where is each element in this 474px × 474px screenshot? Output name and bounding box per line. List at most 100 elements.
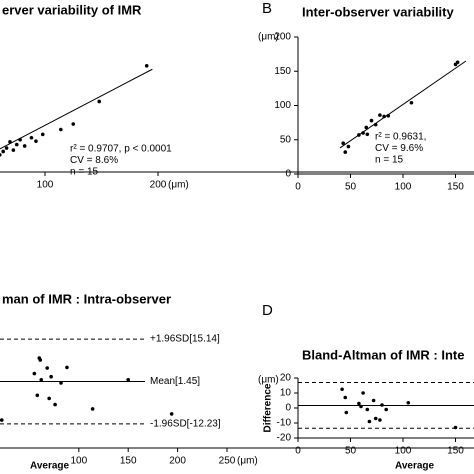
point	[59, 381, 63, 385]
y-tick-label: 200	[274, 32, 291, 43]
x-tick-label: 100	[395, 446, 412, 457]
point	[344, 410, 349, 415]
annotation: n = 15	[70, 167, 99, 178]
annotation: r² = 0.9631,	[375, 132, 426, 143]
point	[365, 132, 370, 137]
point	[380, 403, 384, 407]
point	[38, 358, 43, 362]
point	[0, 418, 4, 422]
point	[0, 153, 2, 157]
point	[361, 391, 365, 395]
point	[49, 374, 53, 379]
point	[378, 418, 382, 422]
x-tick-label: 200	[169, 456, 186, 467]
x-tick-label: 0	[295, 182, 301, 193]
point	[343, 395, 348, 400]
x-tick-label: 50	[345, 446, 357, 457]
point	[18, 138, 22, 142]
y-tick-label: 0	[285, 403, 291, 414]
point	[373, 122, 378, 127]
point	[169, 412, 174, 416]
x-label: Average	[395, 461, 435, 472]
y-tick-label: 10	[280, 388, 292, 399]
x-tick-label: 100	[70, 456, 87, 467]
reference-label: +1.96SD[15.14]	[150, 334, 220, 345]
y-tick-label: 150	[274, 66, 291, 77]
annotation: CV = 9.6%	[375, 143, 423, 154]
x-tick-label: 0	[295, 446, 301, 457]
y-tick-label: 50	[280, 134, 292, 145]
x-tick-label: 100	[37, 180, 54, 191]
point	[378, 113, 382, 117]
point	[126, 378, 130, 382]
x-tick-label: 150	[447, 182, 464, 193]
x-label: Average	[30, 461, 70, 472]
point	[406, 400, 411, 405]
point	[40, 132, 45, 137]
point	[4, 146, 9, 150]
point	[35, 393, 40, 398]
point	[22, 144, 27, 148]
y-tick-label: 20	[280, 373, 292, 384]
point	[382, 114, 386, 119]
point	[373, 416, 378, 421]
y-tick-label: 100	[274, 100, 291, 111]
point	[34, 139, 38, 143]
point	[45, 366, 49, 370]
point	[361, 131, 365, 135]
point	[340, 387, 344, 392]
y-tick-label: 0	[285, 169, 291, 180]
point	[364, 125, 369, 130]
y-label: Difference	[263, 383, 274, 432]
point	[144, 64, 149, 68]
point	[71, 122, 76, 126]
panel-label: B	[262, 0, 272, 17]
point	[11, 148, 16, 152]
point	[90, 407, 95, 411]
annotation: CV = 8.6%	[70, 155, 118, 166]
point	[409, 100, 414, 105]
panel-title: erver variability of IMR	[2, 2, 142, 17]
point	[343, 150, 348, 154]
point	[32, 371, 37, 376]
point	[365, 407, 370, 412]
fit-line	[339, 60, 467, 149]
panel-label: D	[262, 302, 273, 319]
x-unit: (μm)	[168, 180, 189, 191]
point	[371, 398, 376, 403]
y-tick-label: -10	[277, 418, 292, 429]
point	[14, 142, 19, 147]
y-unit: (μm)	[258, 32, 279, 43]
x-tick-label: 250	[219, 456, 236, 467]
x-tick-label: 200	[150, 180, 167, 191]
point	[346, 144, 351, 149]
point	[386, 113, 391, 118]
point	[29, 135, 34, 140]
y-tick-label: -20	[277, 433, 292, 444]
point	[384, 407, 389, 412]
point	[39, 378, 44, 382]
point	[367, 419, 372, 424]
point	[369, 118, 374, 123]
annotation: n = 15	[375, 155, 404, 166]
point	[1, 149, 5, 154]
x-tick-label: 100	[395, 182, 412, 193]
x-tick-label: 50	[345, 182, 357, 193]
y-unit: (μm)	[258, 375, 279, 386]
x-tick-label: 150	[120, 456, 137, 467]
point	[97, 99, 102, 104]
point	[455, 60, 460, 65]
point	[53, 402, 57, 407]
annotation: r² = 0.9707, p < 0.0001	[70, 144, 172, 155]
point	[65, 365, 69, 370]
panel-title: man of IMR : Intra-observer	[2, 291, 171, 306]
point	[47, 396, 51, 401]
point	[357, 133, 361, 137]
point	[359, 404, 363, 409]
point	[59, 127, 63, 132]
point	[8, 140, 12, 144]
fit-line	[0, 68, 153, 150]
point	[341, 141, 345, 145]
x-unit: (μm)	[237, 456, 258, 467]
